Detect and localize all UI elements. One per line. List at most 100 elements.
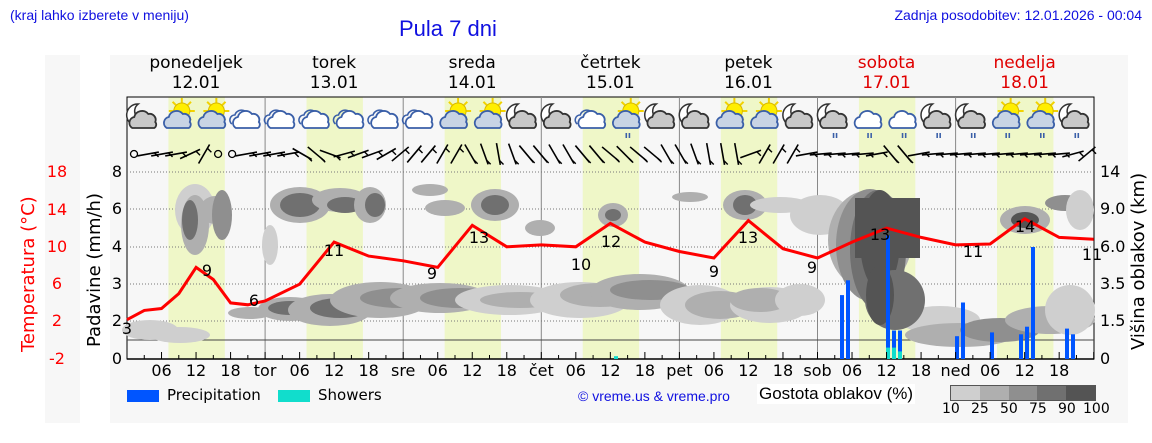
x-hour-label: 06 — [151, 361, 172, 380]
temperature-line — [126, 217, 1094, 322]
sun-cloud-icon — [750, 98, 782, 129]
temperature-labels: 3 9 6 11 9 13 10 12 9 13 9 13 11 14 11 — [122, 217, 1102, 338]
precipitation-bar — [955, 336, 959, 359]
sun-cloud-icon — [163, 98, 195, 129]
moon-cloud-rain-icon: ıı — [1058, 103, 1090, 141]
precipitation-bar — [886, 235, 890, 359]
cloud-density-label: Gostota oblakov (%) — [757, 384, 916, 404]
x-hour-label: 18 — [634, 361, 656, 380]
x-hour-label: 12 — [185, 361, 207, 380]
day-name: petek — [724, 53, 773, 73]
page-title: Pula 7 dni — [399, 16, 497, 41]
wind-barbs — [129, 143, 1097, 165]
precipitation-bar — [961, 302, 965, 359]
temperature-label: 11 — [963, 242, 983, 261]
showers-swatch — [278, 390, 310, 402]
temperature-label: 14 — [1015, 217, 1035, 236]
svg-text:ıı: ıı — [936, 131, 942, 141]
showers-bar — [886, 347, 890, 359]
precipitation-bar — [892, 330, 896, 359]
svg-text:ıı: ıı — [1005, 131, 1011, 141]
temperature-tick: 14 — [46, 200, 68, 219]
cloud-height-tick: 1.5 — [1100, 311, 1126, 330]
precipitation-axis-label: Padavine (mm/h) — [84, 193, 105, 347]
sun-cloud-icon — [439, 98, 472, 129]
cloud-height-axis-label: Višina oblakov (km) — [1128, 172, 1149, 350]
x-hour-label: 18 — [772, 361, 794, 380]
temperature-label: 9 — [427, 264, 437, 283]
weather-icons: ıı ıı ıı ıı ıı ıı ıı ıı ıı — [126, 98, 1090, 141]
day-date: 13.01 — [309, 73, 359, 93]
cloud-density-tick: 50 — [1000, 401, 1018, 417]
day-name: sreda — [448, 53, 496, 73]
x-day-label: sob — [803, 361, 832, 380]
precipitation-bars — [614, 235, 1075, 359]
sun-cloud-rain-icon: ıı — [1026, 98, 1059, 141]
moon-cloud-icon — [540, 103, 572, 129]
temperature-axis-label: Temperatura (°C) — [18, 196, 39, 352]
x-hour-label: 12 — [462, 361, 483, 380]
moon-cloud-icon — [644, 103, 676, 129]
day-date: 14.01 — [447, 73, 497, 93]
temperature-tick: 18 — [46, 162, 68, 181]
x-hour-label: 18 — [1048, 361, 1070, 380]
cloud-rain-icon: ıı — [853, 110, 883, 141]
precipitation-tick: 2 — [111, 311, 122, 330]
x-hour-label: 06 — [565, 361, 586, 380]
svg-text:ıı: ıı — [1074, 131, 1080, 141]
x-hour-label: 18 — [358, 361, 379, 380]
moon-cloud-rain-icon: ıı — [954, 103, 986, 141]
x-day-label: sre — [390, 361, 416, 380]
precipitation-bar — [898, 330, 902, 359]
cloud-icon — [229, 109, 261, 129]
x-hour-label: 12 — [738, 361, 759, 380]
temp-axis-panel — [45, 55, 80, 423]
temperature-label: 13 — [738, 228, 758, 247]
x-hour-label: 06 — [703, 361, 725, 380]
cloud-icon — [332, 109, 365, 129]
cloud-density-scale — [950, 385, 1096, 401]
precipitation-tick: 3 — [111, 274, 122, 293]
showers-legend-label: Showers — [318, 386, 382, 404]
precipitation-tick: 4 — [111, 237, 122, 256]
day-name: ponedeljek — [149, 53, 243, 73]
precipitation-swatch — [127, 390, 159, 402]
x-day-label: ned — [940, 361, 971, 380]
temperature-label: 3 — [122, 319, 132, 338]
showers-bar — [898, 351, 902, 359]
region-hint[interactable]: (kraj lahko izberete v meniju) — [10, 7, 189, 23]
temperature-label: 10 — [571, 255, 591, 274]
cloud-height-tick: 0 — [1100, 349, 1111, 368]
showers-bar — [614, 356, 618, 359]
svg-text:ıı: ıı — [625, 131, 631, 141]
cloud-icon — [574, 109, 607, 129]
copyright-link[interactable]: © vreme.us & vreme.pro — [578, 388, 730, 404]
precipitation-tick: 8 — [111, 162, 122, 181]
day-date: 15.01 — [586, 73, 635, 93]
precipitation-bar — [840, 295, 844, 359]
x-hour-label: 06 — [289, 361, 310, 380]
day-name: torek — [312, 53, 357, 73]
x-hour-label: 06 — [427, 361, 448, 380]
cloud-density-tick: 100 — [1083, 401, 1110, 417]
svg-text:ıı: ıı — [1039, 131, 1045, 141]
x-hour-label: 12 — [876, 361, 897, 380]
x-day-label: tor — [253, 361, 277, 380]
x-hour-label: 18 — [220, 361, 241, 380]
x-hour-label: 06 — [979, 361, 1001, 380]
temperature-label: 13 — [469, 228, 489, 247]
cloud-height-tick: 3.5 — [1100, 274, 1126, 293]
temperature-label: 9 — [807, 258, 817, 277]
cloud-rain-icon: ıı — [888, 110, 917, 141]
cloud-icon — [401, 109, 434, 129]
temperature-tick: 2 — [51, 311, 63, 330]
x-hour-label: 06 — [841, 361, 863, 380]
day-name: nedelja — [993, 53, 1056, 73]
day-date: 18.01 — [1000, 73, 1049, 93]
cloud-height-tick: 6.0 — [1100, 237, 1126, 256]
precipitation-bar — [990, 332, 994, 359]
precipitation-bar — [1071, 334, 1075, 359]
day-name: četrtek — [580, 53, 641, 73]
temperature-tick: 10 — [46, 237, 68, 256]
moon-cloud-rain-icon: ıı — [816, 103, 848, 141]
